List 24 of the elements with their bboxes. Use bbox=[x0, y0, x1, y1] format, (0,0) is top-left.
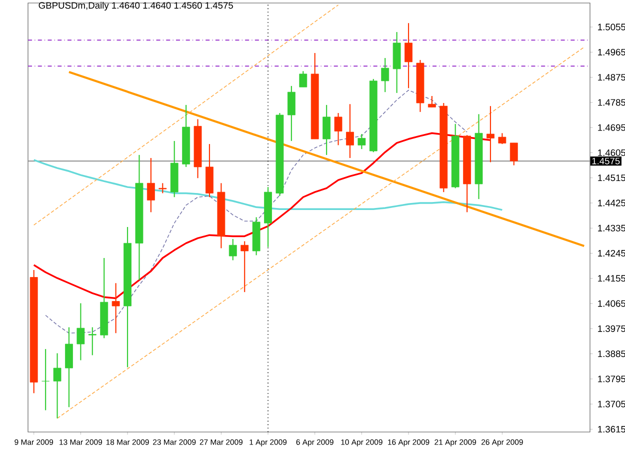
candlestick bbox=[146, 157, 155, 213]
candlestick bbox=[486, 106, 494, 163]
candlestick bbox=[322, 104, 331, 156]
candlestick bbox=[498, 132, 506, 145]
candlestick bbox=[158, 182, 167, 194]
candlestick bbox=[381, 57, 390, 93]
candlestick bbox=[228, 238, 237, 261]
candlestick bbox=[358, 133, 366, 150]
candlestick bbox=[287, 85, 296, 142]
chart-title: GBPUSDm,Daily 1.4640 1.4640 1.4560 1.4575 bbox=[38, 2, 233, 11]
candlestick bbox=[404, 22, 412, 89]
candlestick bbox=[299, 70, 308, 88]
candlestick bbox=[42, 348, 50, 411]
candlestick bbox=[240, 240, 249, 293]
candlestick bbox=[88, 326, 96, 356]
candlestick bbox=[334, 112, 342, 146]
candlestick bbox=[428, 95, 436, 108]
candlestick bbox=[346, 104, 354, 159]
candlestick bbox=[510, 142, 518, 166]
candlestick bbox=[76, 302, 85, 361]
line-series bbox=[45, 90, 468, 334]
candlestick bbox=[112, 282, 120, 334]
ref-line-label: 1.4575 bbox=[592, 158, 620, 164]
candlestick bbox=[53, 352, 62, 419]
